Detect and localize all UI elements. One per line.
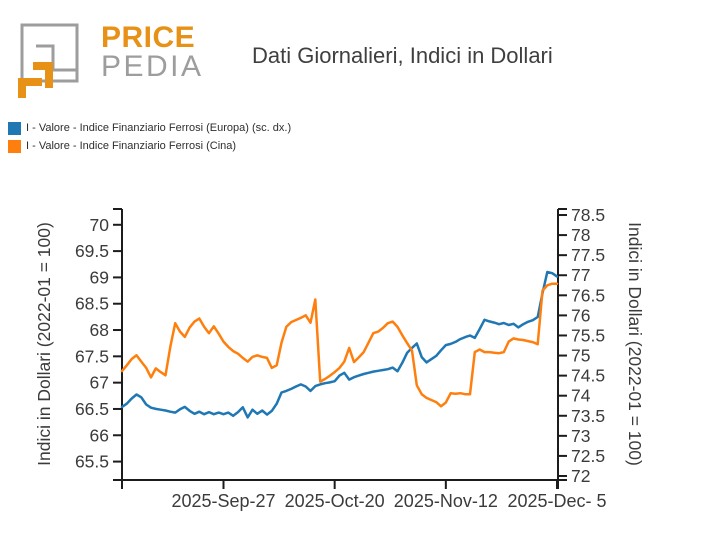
left-axis: 65.5 66 66.5 67 67.5 68 68.5 69 69.5 70 Indici in … <box>34 208 123 481</box>
tick-label: 65.5 <box>75 452 109 472</box>
tick-label: 76.5 <box>571 285 605 305</box>
left-axis-title: Indici in Dollari (2022-01 = 100) <box>34 222 54 466</box>
series-line-europa <box>120 270 559 419</box>
right-axis-title: Indici in Dollari (2022-01 = 100) <box>625 222 645 466</box>
tick-label: 67.5 <box>75 346 109 366</box>
tick-label: 72 <box>571 466 590 486</box>
series-line-cina <box>120 282 559 408</box>
tick-label: 66.5 <box>75 399 109 419</box>
legend-label-europa: I - Valore - Indice Finanziario Ferrosi … <box>26 122 292 134</box>
tick-label: 70 <box>90 215 110 235</box>
tick-label: 73 <box>571 426 590 446</box>
chart-legend: I - Valore - Indice Finanziario Ferrosi … <box>8 119 291 155</box>
x-axis: 2025-Sep-27 2025-Oct-20 2025-Nov-12 2025-De… <box>121 479 607 511</box>
pricepedia-logo: PRICE PEDIA <box>8 8 204 98</box>
series-lines <box>120 270 559 419</box>
tick-label: 68 <box>90 320 109 340</box>
legend-swatch-cina <box>8 139 21 153</box>
tick-label: 69 <box>90 267 109 287</box>
tick-label: 2025-Oct-20 <box>285 491 385 511</box>
tick-label: 2025-Sep-27 <box>171 491 275 511</box>
tick-label: 74 <box>571 386 591 406</box>
pricepedia-wordmark: PRICE PEDIA <box>101 21 204 83</box>
right-axis: 7272.57373.57474.57575.57676.57777.57878… <box>557 205 645 486</box>
tick-label: 77.5 <box>571 245 605 265</box>
tick-label: 73.5 <box>571 406 605 426</box>
tick-label: 76 <box>571 305 590 325</box>
brand-price: PRICE <box>101 21 196 54</box>
pricepedia-logo-icon <box>18 23 79 98</box>
legend-item-cina: I - Valore - Indice Finanziario Ferrosi … <box>8 137 291 155</box>
tick-label: 68.5 <box>75 294 109 314</box>
legend-swatch-europa <box>8 121 21 135</box>
tick-label: 74.5 <box>571 366 605 386</box>
tick-label: 66 <box>90 425 109 445</box>
tick-label: 2025-Nov-12 <box>394 491 498 511</box>
brand-pedia: PEDIA <box>101 50 204 83</box>
tick-label: 78.5 <box>571 205 605 225</box>
tick-label: 77 <box>571 265 590 285</box>
tick-label: 75.5 <box>571 325 605 345</box>
legend-label-cina: I - Valore - Indice Finanziario Ferrosi … <box>26 140 237 152</box>
legend-item-europa: I - Valore - Indice Finanziario Ferrosi … <box>8 119 291 137</box>
page-title: Dati Giornalieri, Indici in Dollari <box>252 43 553 68</box>
tick-label: 69.5 <box>75 241 109 261</box>
tick-label: 72.5 <box>571 446 605 466</box>
tick-label: 2025-Dec- 5 <box>507 491 606 511</box>
tick-label: 78 <box>571 225 590 245</box>
tick-label: 75 <box>571 346 590 366</box>
tick-label: 67 <box>90 373 109 393</box>
